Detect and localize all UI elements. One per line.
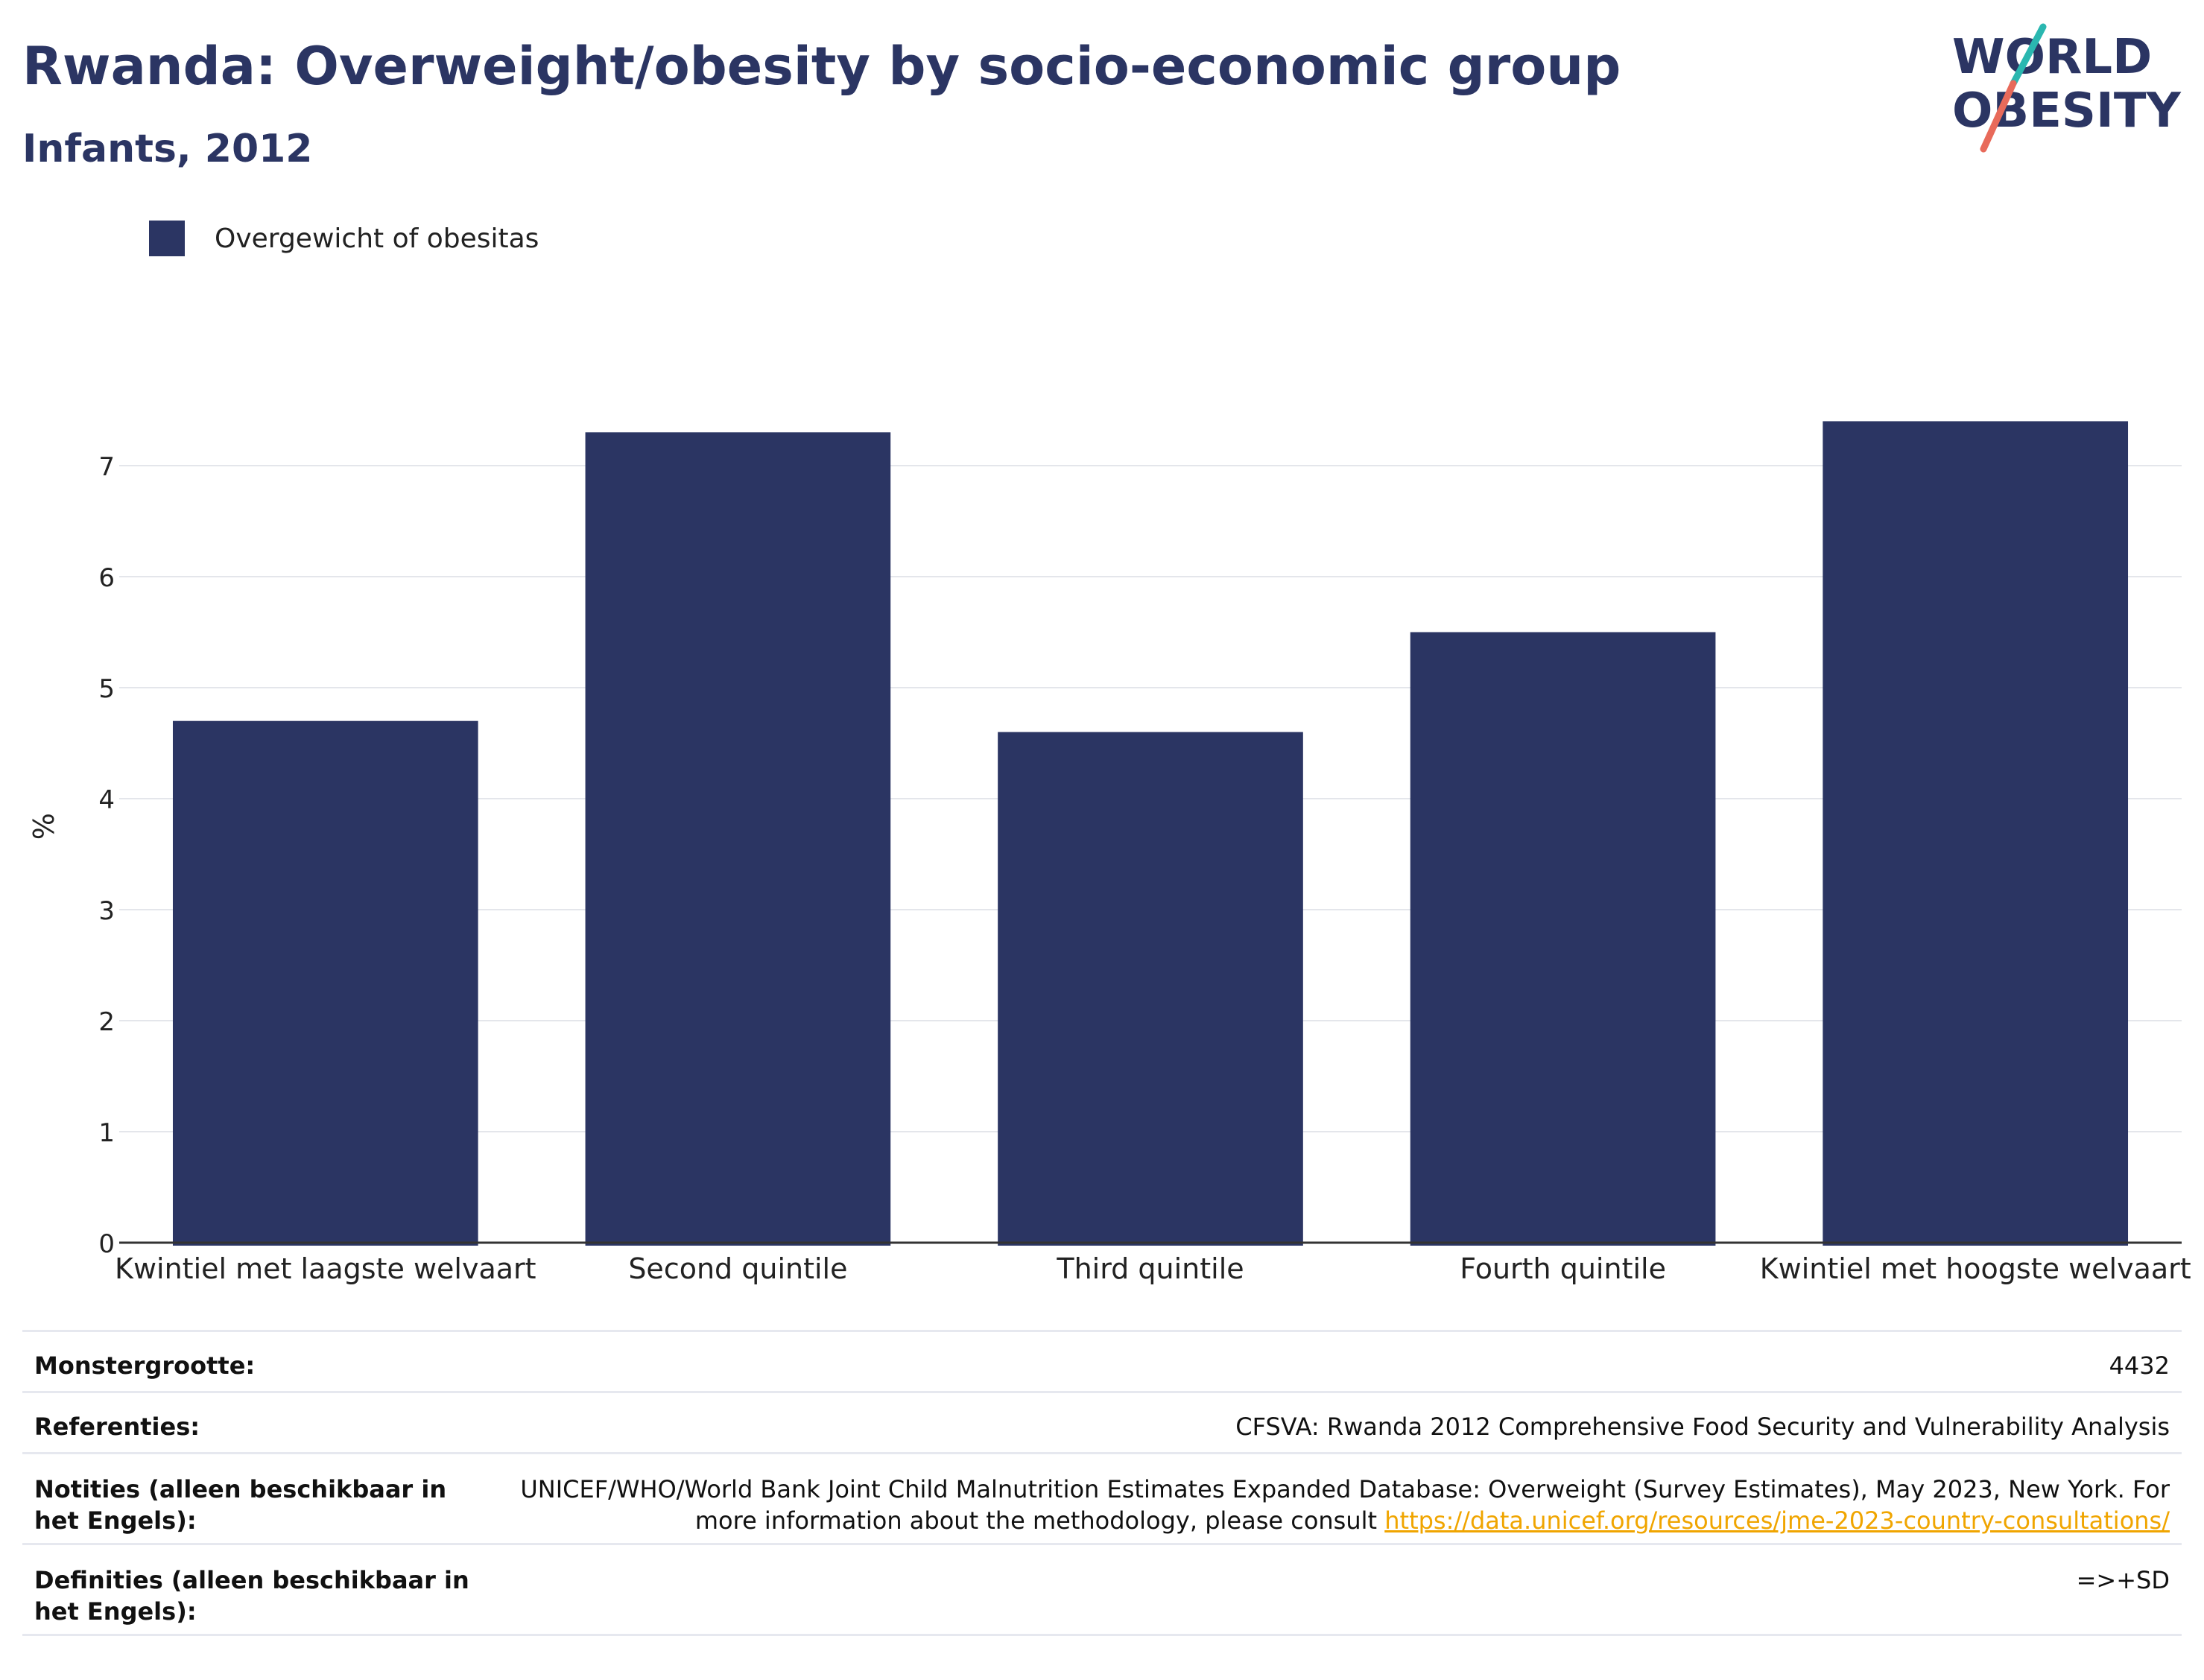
x-tick-label: Third quintile bbox=[1056, 1252, 1244, 1285]
chart-title: Rwanda: Overweight/obesity by socio-econ… bbox=[22, 36, 1621, 97]
y-tick-label: 3 bbox=[98, 896, 115, 926]
info-row-refs: Referenties: CFSVA: Rwanda 2012 Comprehe… bbox=[22, 1392, 2182, 1454]
logo-slash-bottom bbox=[1980, 80, 2017, 153]
y-tick-label: 2 bbox=[98, 1007, 115, 1037]
y-tick-label: 5 bbox=[98, 674, 115, 704]
legend-swatch bbox=[149, 221, 185, 256]
sample-label: Monstergrootte: bbox=[34, 1351, 256, 1380]
bar bbox=[1823, 421, 2129, 1246]
x-tick-label: Second quintile bbox=[628, 1252, 847, 1285]
notes-value: UNICEF/WHO/World Bank Joint Child Malnut… bbox=[520, 1475, 2170, 1535]
y-tick-label: 0 bbox=[98, 1229, 115, 1259]
x-tick-label: Kwintiel met laagste welvaart bbox=[115, 1252, 536, 1285]
bar-chart: 0 1 2 3 4 5 6 7 Kwintiel met laagste welvaart Sec… bbox=[28, 421, 2191, 1285]
y-axis-label: % bbox=[28, 813, 60, 840]
notes-cell: UNICEF/WHO/World Bank Joint Child Malnut… bbox=[499, 1454, 2182, 1544]
world-obesity-logo: WORLD OBESITY bbox=[1952, 23, 2181, 153]
bar bbox=[172, 720, 478, 1246]
refs-value: CFSVA: Rwanda 2012 Comprehensive Food Se… bbox=[1235, 1413, 2170, 1441]
notes-label: Notities (alleen beschikbaar in het Enge… bbox=[34, 1475, 447, 1535]
logo-line1: WORLD bbox=[1952, 30, 2152, 85]
info-row-sample: Monstergrootte: 4432 bbox=[22, 1331, 2182, 1392]
info-table: Monstergrootte: 4432 Referenties: CFSVA:… bbox=[22, 1330, 2182, 1636]
refs-label: Referenties: bbox=[34, 1413, 200, 1441]
legend-label: Overgewicht of obesitas bbox=[215, 223, 539, 254]
y-tick-label: 1 bbox=[98, 1118, 115, 1148]
y-tick-label: 4 bbox=[98, 785, 115, 815]
bar bbox=[1410, 632, 1716, 1246]
bar bbox=[998, 732, 1303, 1246]
x-tick-label: Kwintiel met hoogste welvaart bbox=[1760, 1252, 2191, 1285]
chart-legend[interactable]: Overgewicht of obesitas bbox=[149, 221, 539, 256]
logo-slash-top bbox=[2010, 23, 2047, 87]
y-tick-label: 6 bbox=[98, 563, 115, 593]
sample-value: 4432 bbox=[2109, 1351, 2170, 1380]
defs-label: Definities (alleen beschikbaar in het En… bbox=[34, 1566, 469, 1626]
bar bbox=[585, 432, 891, 1246]
info-row-defs: Definities (alleen beschikbaar in het En… bbox=[22, 1544, 2182, 1635]
x-tick-label: Fourth quintile bbox=[1460, 1252, 1666, 1285]
y-tick-label: 7 bbox=[98, 452, 115, 482]
defs-value: =>+SD bbox=[2076, 1566, 2170, 1594]
info-row-notes: Notities (alleen beschikbaar in het Enge… bbox=[22, 1453, 2182, 1544]
notes-link[interactable]: https://data.unicef.org/resources/jme-20… bbox=[1384, 1506, 2170, 1535]
chart-subtitle: Infants, 2012 bbox=[22, 127, 313, 171]
